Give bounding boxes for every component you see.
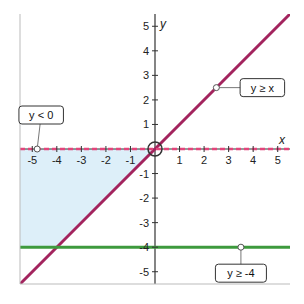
svg-text:3: 3 (143, 69, 149, 81)
svg-text:y ≥ x: y ≥ x (251, 82, 275, 94)
svg-text:1: 1 (143, 118, 149, 130)
svg-text:-4: -4 (139, 241, 149, 253)
svg-text:1: 1 (176, 154, 182, 166)
svg-text:-4: -4 (52, 154, 62, 166)
svg-text:-2: -2 (139, 192, 149, 204)
svg-text:y < 0: y < 0 (29, 109, 53, 121)
svg-text:4: 4 (250, 154, 256, 166)
svg-text:x: x (278, 133, 286, 147)
svg-text:-3: -3 (76, 154, 86, 166)
svg-text:2: 2 (201, 154, 207, 166)
svg-text:5: 5 (143, 20, 149, 32)
svg-text:-1: -1 (126, 154, 136, 166)
svg-text:2: 2 (143, 94, 149, 106)
svg-text:y ≥ -4: y ≥ -4 (227, 267, 254, 279)
svg-text:5: 5 (275, 154, 281, 166)
svg-text:4: 4 (143, 45, 149, 57)
svg-text:-5: -5 (139, 266, 149, 278)
svg-text:-2: -2 (101, 154, 111, 166)
svg-text:3: 3 (226, 154, 232, 166)
svg-text:-5: -5 (27, 154, 37, 166)
svg-text:-1: -1 (139, 168, 149, 180)
svg-text:-3: -3 (139, 217, 149, 229)
svg-text:y: y (159, 17, 167, 31)
